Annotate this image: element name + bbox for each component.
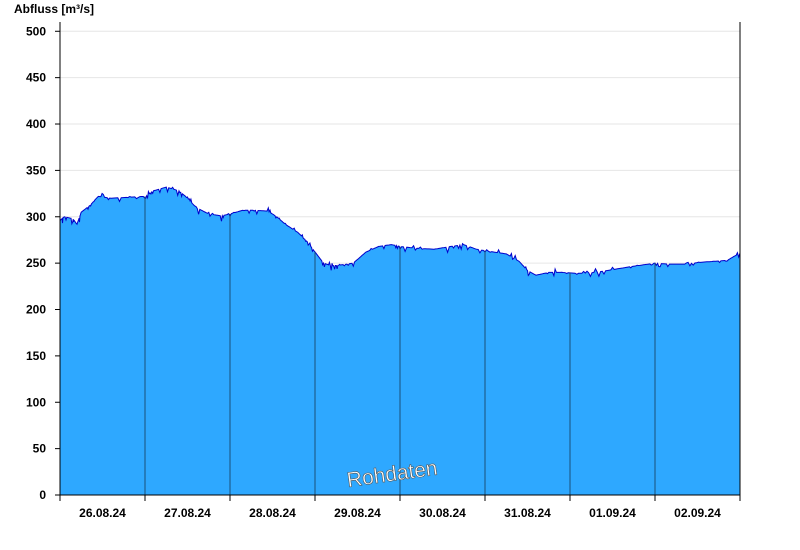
x-tick-label: 01.09.24 xyxy=(589,506,636,520)
y-tick-label: 50 xyxy=(33,442,47,456)
x-tick-label: 28.08.24 xyxy=(249,506,296,520)
x-tick-label: 02.09.24 xyxy=(674,506,721,520)
y-tick-label: 0 xyxy=(39,488,46,502)
y-tick-label: 500 xyxy=(26,24,46,38)
day-separator-lines xyxy=(144,196,656,495)
y-tick-label: 400 xyxy=(26,117,46,131)
y-tick-label: 250 xyxy=(26,256,46,270)
y-tick-label: 450 xyxy=(26,71,46,85)
y-axis-label: Abfluss [m³/s] xyxy=(14,2,94,16)
y-tick-label: 350 xyxy=(26,163,46,177)
x-tick-label: 29.08.24 xyxy=(334,506,381,520)
x-tick-label: 26.08.24 xyxy=(79,506,126,520)
y-tick-label: 150 xyxy=(26,349,46,363)
y-tick-label: 300 xyxy=(26,210,46,224)
x-tick-label: 27.08.24 xyxy=(164,506,211,520)
y-axis-ticks: 0 50 100 150 200 250 300 350 400 450 500 xyxy=(26,24,60,502)
y-tick-label: 100 xyxy=(26,395,46,409)
discharge-line xyxy=(59,186,741,278)
y-tick-label: 200 xyxy=(26,303,46,317)
x-tick-label: 31.08.24 xyxy=(504,506,551,520)
x-axis-ticks: 26.08.24 27.08.24 28.08.24 29.08.24 30.08.24… xyxy=(59,495,741,520)
x-tick-label: 30.08.24 xyxy=(419,506,466,520)
